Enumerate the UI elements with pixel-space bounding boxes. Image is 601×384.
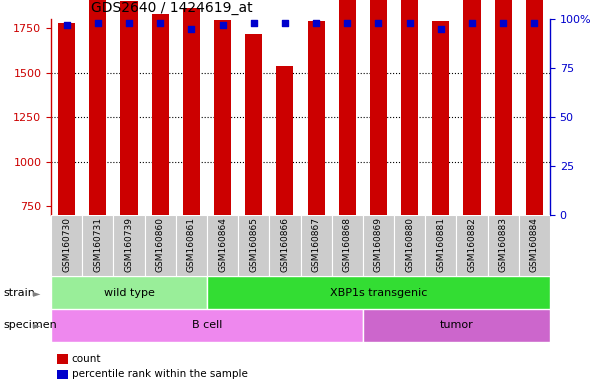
Bar xyxy=(432,21,450,215)
Point xyxy=(467,20,477,26)
Text: XBP1s transgenic: XBP1s transgenic xyxy=(330,288,427,298)
Bar xyxy=(214,20,231,215)
Bar xyxy=(51,276,207,309)
Bar xyxy=(300,215,332,276)
Bar xyxy=(269,215,300,276)
Bar xyxy=(114,215,145,276)
Text: GSM160884: GSM160884 xyxy=(530,217,539,272)
Bar xyxy=(487,215,519,276)
Bar xyxy=(51,309,363,342)
Text: ►: ► xyxy=(33,320,40,331)
Bar xyxy=(120,2,138,215)
Point xyxy=(374,20,383,26)
Bar xyxy=(51,215,82,276)
Text: GSM160880: GSM160880 xyxy=(405,217,414,272)
Text: ►: ► xyxy=(33,288,40,298)
Text: tumor: tumor xyxy=(439,320,473,331)
Bar xyxy=(332,215,363,276)
Point xyxy=(280,20,290,26)
Bar xyxy=(370,0,387,215)
Bar xyxy=(245,34,262,215)
Bar xyxy=(401,0,418,215)
Point xyxy=(498,20,508,26)
Point xyxy=(93,20,103,26)
Point xyxy=(405,20,415,26)
Text: GSM160868: GSM160868 xyxy=(343,217,352,272)
Bar xyxy=(151,14,169,215)
Bar xyxy=(57,370,68,379)
Text: GSM160865: GSM160865 xyxy=(249,217,258,272)
Bar xyxy=(308,21,325,215)
Text: GSM160867: GSM160867 xyxy=(311,217,320,272)
Bar xyxy=(82,215,114,276)
Bar xyxy=(58,23,75,215)
Bar xyxy=(339,0,356,215)
Text: GSM160861: GSM160861 xyxy=(187,217,196,272)
Point xyxy=(311,20,321,26)
Bar xyxy=(363,215,394,276)
Text: count: count xyxy=(72,354,101,364)
Point xyxy=(124,20,134,26)
Text: GSM160882: GSM160882 xyxy=(468,217,477,272)
Bar xyxy=(238,215,269,276)
Bar xyxy=(526,0,543,215)
Bar xyxy=(183,8,200,215)
Point xyxy=(343,20,352,26)
Bar xyxy=(363,309,550,342)
Bar xyxy=(176,215,207,276)
Text: percentile rank within the sample: percentile rank within the sample xyxy=(72,369,248,379)
Text: GSM160881: GSM160881 xyxy=(436,217,445,272)
Bar xyxy=(426,215,456,276)
Text: strain: strain xyxy=(3,288,35,298)
Text: specimen: specimen xyxy=(3,320,56,331)
Bar xyxy=(145,215,176,276)
Point xyxy=(218,22,227,28)
Bar xyxy=(57,354,68,364)
Text: GSM160730: GSM160730 xyxy=(62,217,71,272)
Point xyxy=(249,20,258,26)
Bar xyxy=(519,215,550,276)
Text: GSM160866: GSM160866 xyxy=(281,217,290,272)
Point xyxy=(186,26,196,32)
Point xyxy=(62,22,72,28)
Bar xyxy=(90,0,106,215)
Text: GSM160860: GSM160860 xyxy=(156,217,165,272)
Bar xyxy=(463,0,481,215)
Bar xyxy=(207,215,238,276)
Point xyxy=(156,20,165,26)
Bar xyxy=(456,215,487,276)
Text: B cell: B cell xyxy=(192,320,222,331)
Point xyxy=(436,26,445,32)
Text: GSM160864: GSM160864 xyxy=(218,217,227,272)
Bar xyxy=(495,0,511,215)
Text: wild type: wild type xyxy=(103,288,154,298)
Bar xyxy=(394,215,426,276)
Bar xyxy=(276,66,293,215)
Text: GSM160883: GSM160883 xyxy=(499,217,508,272)
Text: GSM160869: GSM160869 xyxy=(374,217,383,272)
Bar xyxy=(207,276,550,309)
Text: GSM160739: GSM160739 xyxy=(124,217,133,272)
Point xyxy=(529,20,539,26)
Text: GSM160731: GSM160731 xyxy=(93,217,102,272)
Text: GDS2640 / 1424619_at: GDS2640 / 1424619_at xyxy=(91,2,252,15)
